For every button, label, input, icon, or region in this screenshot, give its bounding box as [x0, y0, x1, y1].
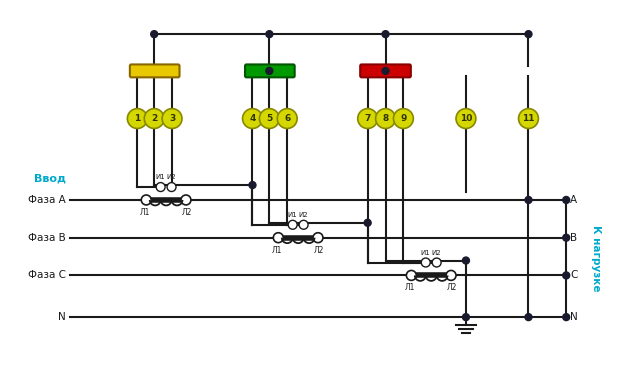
- Circle shape: [313, 233, 323, 242]
- Text: И2: И2: [299, 212, 308, 218]
- Circle shape: [141, 195, 151, 205]
- Text: 8: 8: [382, 114, 389, 123]
- Text: К нагрузке: К нагрузке: [591, 225, 601, 292]
- FancyBboxPatch shape: [360, 64, 411, 77]
- Circle shape: [364, 219, 371, 226]
- Text: И2: И2: [167, 174, 176, 180]
- Circle shape: [394, 109, 413, 128]
- Circle shape: [525, 31, 532, 38]
- Circle shape: [563, 196, 570, 203]
- Circle shape: [406, 270, 417, 281]
- Circle shape: [167, 183, 176, 192]
- Circle shape: [260, 109, 279, 128]
- Text: Фаза B: Фаза B: [28, 233, 66, 242]
- Circle shape: [358, 109, 378, 128]
- Circle shape: [519, 109, 538, 128]
- Text: 5: 5: [266, 114, 272, 123]
- Circle shape: [376, 109, 396, 128]
- Circle shape: [446, 270, 456, 281]
- Text: Л1: Л1: [272, 246, 283, 255]
- Text: Л1: Л1: [405, 283, 415, 292]
- Text: N: N: [58, 312, 66, 322]
- Text: И1: И1: [421, 249, 431, 256]
- Text: 6: 6: [284, 114, 290, 123]
- Text: Л2: Л2: [314, 246, 324, 255]
- Text: 11: 11: [523, 114, 535, 123]
- Circle shape: [181, 195, 191, 205]
- Circle shape: [242, 109, 262, 128]
- Circle shape: [525, 314, 532, 320]
- FancyBboxPatch shape: [130, 64, 179, 77]
- Text: 10: 10: [460, 114, 472, 123]
- Circle shape: [288, 220, 297, 229]
- Circle shape: [563, 314, 570, 320]
- Circle shape: [156, 183, 165, 192]
- Circle shape: [128, 109, 147, 128]
- Circle shape: [563, 234, 570, 241]
- Text: Л2: Л2: [182, 208, 192, 217]
- FancyBboxPatch shape: [245, 64, 295, 77]
- Text: И1: И1: [156, 174, 165, 180]
- Circle shape: [456, 109, 476, 128]
- Circle shape: [162, 109, 182, 128]
- Text: Ввод: Ввод: [34, 173, 66, 183]
- Text: И1: И1: [288, 212, 297, 218]
- Circle shape: [563, 272, 570, 279]
- Circle shape: [463, 314, 470, 320]
- Circle shape: [421, 258, 430, 267]
- Text: Л1: Л1: [140, 208, 151, 217]
- Text: C: C: [570, 270, 577, 281]
- Text: A: A: [570, 195, 577, 205]
- Text: Фаза A: Фаза A: [28, 195, 66, 205]
- Circle shape: [144, 109, 164, 128]
- Circle shape: [266, 68, 273, 74]
- Circle shape: [266, 31, 273, 38]
- Circle shape: [525, 196, 532, 203]
- Circle shape: [249, 182, 256, 189]
- Text: И2: И2: [432, 249, 441, 256]
- Circle shape: [382, 68, 389, 74]
- Circle shape: [273, 233, 283, 242]
- Text: 7: 7: [364, 114, 371, 123]
- Circle shape: [463, 257, 470, 264]
- Text: B: B: [570, 233, 577, 242]
- Text: 3: 3: [169, 114, 175, 123]
- Circle shape: [432, 258, 441, 267]
- Text: 9: 9: [400, 114, 406, 123]
- Circle shape: [382, 31, 389, 38]
- Circle shape: [299, 220, 308, 229]
- Text: 2: 2: [151, 114, 158, 123]
- Circle shape: [151, 31, 158, 38]
- Text: Фаза C: Фаза C: [28, 270, 66, 281]
- Text: 1: 1: [134, 114, 140, 123]
- Circle shape: [278, 109, 297, 128]
- Text: N: N: [570, 312, 578, 322]
- Text: 4: 4: [249, 114, 256, 123]
- Text: Л2: Л2: [447, 283, 457, 292]
